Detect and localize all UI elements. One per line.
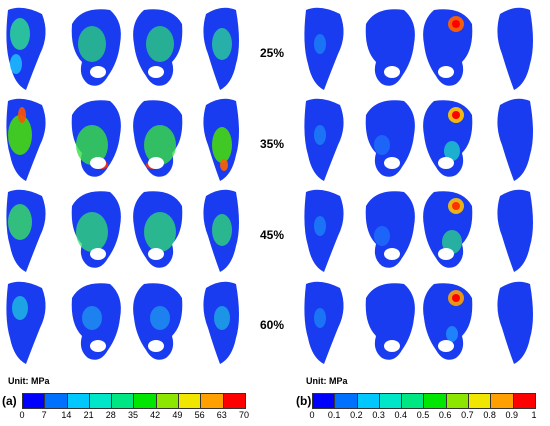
row-label-45: 45% <box>259 228 285 242</box>
pelvis-model <box>2 186 50 281</box>
colorbar-segment <box>45 394 68 408</box>
colorbar-segment <box>313 394 336 408</box>
colorbar-segment <box>491 394 514 408</box>
pelvis-model <box>300 4 348 99</box>
colorbar-tick: 35 <box>127 410 139 420</box>
colorbar-tick: 0.1 <box>327 410 341 420</box>
figure-row <box>0 93 292 185</box>
pelvis-model <box>202 186 246 281</box>
colorbar-segment <box>469 394 492 408</box>
unit-label-a: Unit: MPa <box>8 376 50 386</box>
colorbar-segment <box>179 394 202 408</box>
pelvis-model <box>422 95 484 190</box>
pelvis-model <box>300 278 348 373</box>
pelvis-model <box>496 186 540 281</box>
colorbar-tick: 0.3 <box>372 410 385 420</box>
colorbar-segment <box>134 394 157 408</box>
colorbar-tick: 0 <box>309 410 315 420</box>
colorbar-tick: 0.7 <box>461 410 474 420</box>
row-label-35: 35% <box>259 137 285 151</box>
pelvis-model <box>132 186 194 281</box>
colorbar-tick: 0 <box>19 410 25 420</box>
figure-row <box>296 276 550 368</box>
colorbar-tick: 56 <box>194 410 205 420</box>
colorbar-segment <box>513 394 535 408</box>
row-label-60: 60% <box>259 318 285 332</box>
colorbar-tick: 0.9 <box>505 410 519 420</box>
colorbar-tick: 0.8 <box>483 410 496 420</box>
pelvis-model <box>422 278 484 373</box>
pelvis-model <box>422 186 484 281</box>
unit-label-b: Unit: MPa <box>306 376 348 386</box>
colorbar-segment <box>67 394 90 408</box>
pelvis-model <box>132 4 194 99</box>
colorbar-tick: 1 <box>531 410 537 420</box>
figure-row <box>0 184 292 276</box>
panel-label-a: (a) <box>2 394 17 408</box>
pelvis-model <box>300 95 348 190</box>
colorbar-tick: 70 <box>238 410 250 420</box>
colorbar-segment <box>89 394 113 408</box>
colorbar-segment <box>424 394 447 408</box>
pelvis-model <box>356 186 418 281</box>
pelvis-model <box>62 4 124 99</box>
colorbar-tick: 14 <box>61 410 72 420</box>
panel-b: Unit: MPa (b) 0 0.1 0.2 0.3 0.4 0.5 0.6 0.7 0.8 0… <box>296 0 550 426</box>
colorbar-segment <box>201 394 224 408</box>
colorbar-segment <box>446 394 470 408</box>
pelvis-model <box>496 95 540 190</box>
colorbar-tick: 0.4 <box>394 410 408 420</box>
figure-row <box>0 276 292 368</box>
colorbar-segment <box>379 394 403 408</box>
colorbar-segment <box>402 394 425 408</box>
colorbar-tick: 28 <box>105 410 116 420</box>
pelvis-model <box>2 278 50 373</box>
colorbar-segment <box>335 394 358 408</box>
pelvis-model <box>202 278 246 373</box>
colorbar-tick: 21 <box>83 410 94 420</box>
pelvis-model <box>300 186 348 281</box>
pelvis-model <box>496 4 540 99</box>
colorbar-tick: 0.6 <box>438 410 452 420</box>
colorbar-tick: 0.2 <box>350 410 363 420</box>
pelvis-model <box>356 95 418 190</box>
figure-row <box>296 2 550 94</box>
figure-row <box>296 184 550 276</box>
pelvis-model <box>202 95 246 190</box>
pelvis-model <box>132 278 194 373</box>
colorbar-b <box>312 393 536 409</box>
panel-label-b: (b) <box>296 394 312 408</box>
pelvis-model <box>2 4 50 99</box>
colorbar-segment <box>112 394 135 408</box>
pelvis-model <box>422 4 484 99</box>
pelvis-model <box>356 4 418 99</box>
pelvis-model <box>356 278 418 373</box>
figure-row <box>296 93 550 185</box>
colorbar-tick: 49 <box>172 410 183 420</box>
colorbar-ticks-a: 0 7 14 21 28 35 42 49 56 63 70 <box>19 410 250 422</box>
pelvis-model <box>62 278 124 373</box>
pelvis-model <box>62 95 124 190</box>
pelvis-model <box>62 186 124 281</box>
pelvis-model <box>496 278 540 373</box>
colorbar-tick: 0.5 <box>416 410 430 420</box>
colorbar-a <box>22 393 246 409</box>
colorbar-tick: 7 <box>41 410 47 420</box>
pelvis-model <box>132 95 194 190</box>
colorbar-tick: 63 <box>216 410 227 420</box>
row-label-25: 25% <box>259 46 285 60</box>
colorbar-segment <box>23 394 46 408</box>
colorbar-tick: 42 <box>150 410 161 420</box>
pelvis-model <box>2 95 50 190</box>
pelvis-model <box>202 4 246 99</box>
panel-a: 25% 35% 45% 60% Unit: MPa (a) 0 7 14 21 28 35… <box>0 2 292 422</box>
colorbar-segment <box>357 394 380 408</box>
colorbar-segment <box>223 394 245 408</box>
colorbar-segment <box>156 394 180 408</box>
colorbar-ticks-b: 0 0.1 0.2 0.3 0.4 0.5 0.6 0.7 0.8 0.9 1 <box>309 410 537 422</box>
figure-row <box>0 2 292 94</box>
